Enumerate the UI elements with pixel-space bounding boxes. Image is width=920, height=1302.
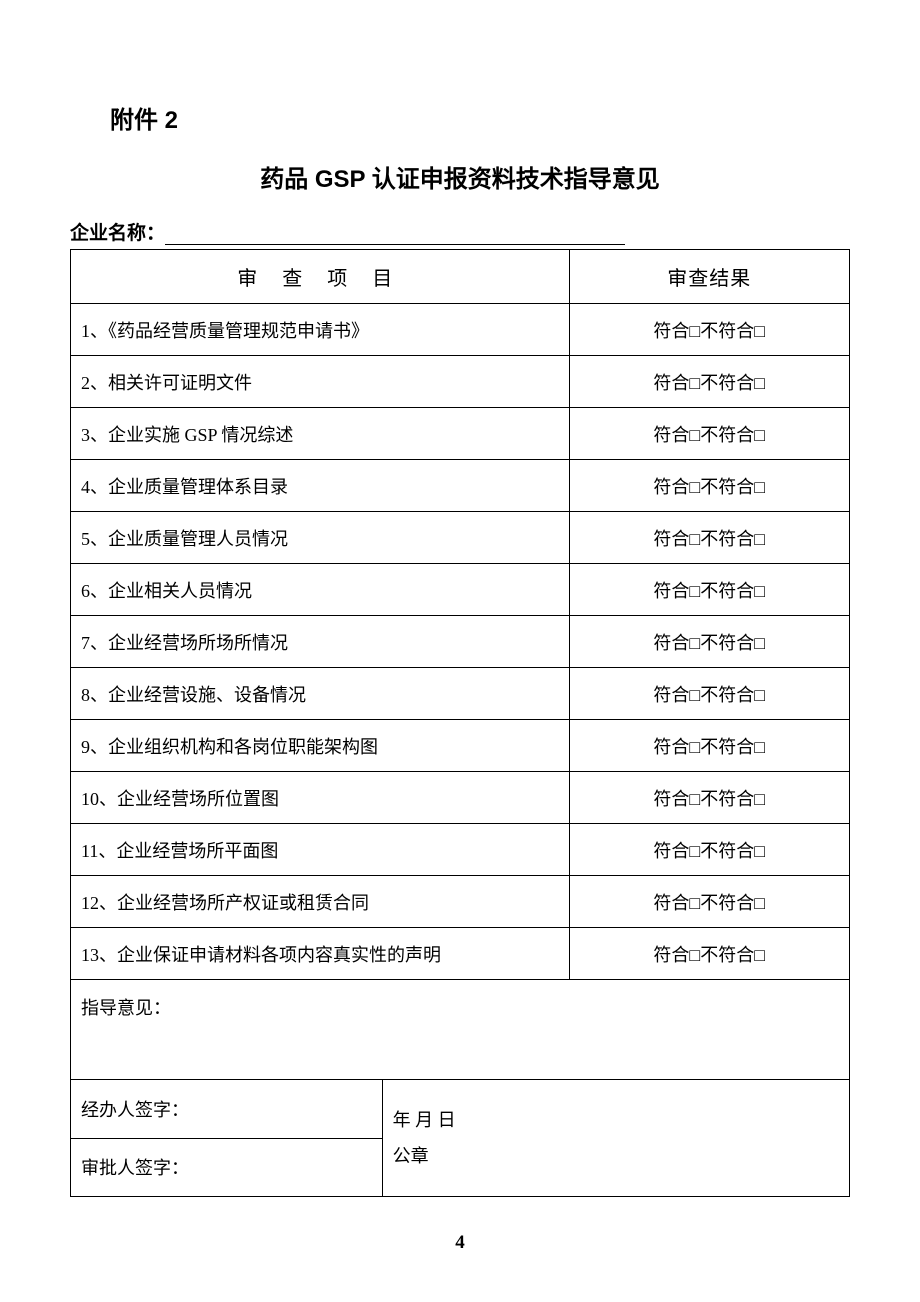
- checkbox-icon[interactable]: □: [689, 893, 700, 914]
- result-cell: 符合□不符合□: [569, 772, 849, 824]
- checkbox-icon[interactable]: □: [689, 841, 700, 862]
- checkbox-icon[interactable]: □: [754, 477, 765, 498]
- item-cell: 4、企业质量管理体系目录: [71, 460, 570, 512]
- item-cell: 11、企业经营场所平面图: [71, 824, 570, 876]
- result-cell: 符合□不符合□: [569, 824, 849, 876]
- checkbox-icon[interactable]: □: [689, 321, 700, 342]
- checkbox-icon[interactable]: □: [754, 529, 765, 550]
- date-seal-cell: 年 月 日 公章: [382, 1080, 849, 1196]
- result-cell: 符合□不符合□: [569, 876, 849, 928]
- item-cell: 7、企业经营场所场所情况: [71, 616, 570, 668]
- table-row: 5、企业质量管理人员情况 符合□不符合□: [71, 512, 850, 564]
- checkbox-icon[interactable]: □: [754, 893, 765, 914]
- checkbox-icon[interactable]: □: [689, 633, 700, 654]
- checkbox-icon[interactable]: □: [754, 841, 765, 862]
- result-cell: 符合□不符合□: [569, 720, 849, 772]
- item-cell: 5、企业质量管理人员情况: [71, 512, 570, 564]
- item-cell: 6、企业相关人员情况: [71, 564, 570, 616]
- checkbox-icon[interactable]: □: [689, 685, 700, 706]
- checkbox-icon[interactable]: □: [754, 945, 765, 966]
- item-cell: 2、相关许可证明文件: [71, 356, 570, 408]
- result-cell: 符合□不符合□: [569, 616, 849, 668]
- result-cell: 符合□不符合□: [569, 928, 849, 980]
- table-row: 12、企业经营场所产权证或租赁合同 符合□不符合□: [71, 876, 850, 928]
- checkbox-icon[interactable]: □: [689, 945, 700, 966]
- table-row: 3、企业实施 GSP 情况综述 符合□不符合□: [71, 408, 850, 460]
- item-cell: 12、企业经营场所产权证或租赁合同: [71, 876, 570, 928]
- table-row: 6、企业相关人员情况 符合□不符合□: [71, 564, 850, 616]
- table-row: 7、企业经营场所场所情况 符合□不符合□: [71, 616, 850, 668]
- checkbox-icon[interactable]: □: [754, 321, 765, 342]
- page-title: 药品 GSP 认证申报资料技术指导意见: [70, 159, 850, 194]
- checkbox-icon[interactable]: □: [754, 633, 765, 654]
- company-name-underline[interactable]: [165, 223, 625, 245]
- result-cell: 符合□不符合□: [569, 356, 849, 408]
- signer-row: 经办人签字： 年 月 日 公章: [71, 1080, 850, 1138]
- opinion-row: 指导意见：: [71, 980, 850, 1080]
- checkbox-icon[interactable]: □: [754, 789, 765, 810]
- checkbox-icon[interactable]: □: [689, 581, 700, 602]
- seal-label: 公章: [393, 1138, 849, 1174]
- checkbox-icon[interactable]: □: [689, 737, 700, 758]
- checkbox-icon[interactable]: □: [754, 581, 765, 602]
- header-item: 审 查 项 目: [71, 250, 570, 304]
- checkbox-icon[interactable]: □: [689, 373, 700, 394]
- page-number: 4: [0, 1232, 920, 1254]
- result-cell: 符合□不符合□: [569, 408, 849, 460]
- company-label: 企业名称：: [70, 223, 165, 244]
- table-row: 8、企业经营设施、设备情况 符合□不符合□: [71, 668, 850, 720]
- table-row: 2、相关许可证明文件 符合□不符合□: [71, 356, 850, 408]
- signature-table: 经办人签字： 年 月 日 公章 审批人签字：: [70, 1080, 850, 1197]
- checkbox-icon[interactable]: □: [689, 477, 700, 498]
- company-name-line: 企业名称：: [70, 218, 850, 245]
- item-cell: 8、企业经营设施、设备情况: [71, 668, 570, 720]
- item-cell: 1、《药品经营质量管理规范申请书》: [71, 304, 570, 356]
- table-row: 4、企业质量管理体系目录 符合□不符合□: [71, 460, 850, 512]
- item-cell: 10、企业经营场所位置图: [71, 772, 570, 824]
- item-cell: 9、企业组织机构和各岗位职能架构图: [71, 720, 570, 772]
- checkbox-icon[interactable]: □: [754, 425, 765, 446]
- item-cell: 13、企业保证申请材料各项内容真实性的声明: [71, 928, 570, 980]
- date-label: 年 月 日: [393, 1102, 849, 1138]
- result-cell: 符合□不符合□: [569, 512, 849, 564]
- result-cell: 符合□不符合□: [569, 304, 849, 356]
- table-row: 10、企业经营场所位置图 符合□不符合□: [71, 772, 850, 824]
- result-cell: 符合□不符合□: [569, 668, 849, 720]
- checkbox-icon[interactable]: □: [754, 685, 765, 706]
- attachment-label: 附件 2: [110, 100, 850, 135]
- checkbox-icon[interactable]: □: [754, 373, 765, 394]
- checkbox-icon[interactable]: □: [689, 789, 700, 810]
- review-table: 审 查 项 目 审查结果 1、《药品经营质量管理规范申请书》 符合□不符合□ 2…: [70, 249, 850, 1080]
- table-row: 9、企业组织机构和各岗位职能架构图 符合□不符合□: [71, 720, 850, 772]
- signer-cell[interactable]: 经办人签字：: [71, 1080, 383, 1138]
- item-cell: 3、企业实施 GSP 情况综述: [71, 408, 570, 460]
- checkbox-icon[interactable]: □: [754, 737, 765, 758]
- approver-cell[interactable]: 审批人签字：: [71, 1138, 383, 1196]
- result-cell: 符合□不符合□: [569, 564, 849, 616]
- table-row: 1、《药品经营质量管理规范申请书》 符合□不符合□: [71, 304, 850, 356]
- table-header-row: 审 查 项 目 审查结果: [71, 250, 850, 304]
- opinion-cell[interactable]: 指导意见：: [71, 980, 850, 1080]
- table-row: 11、企业经营场所平面图 符合□不符合□: [71, 824, 850, 876]
- table-row: 13、企业保证申请材料各项内容真实性的声明 符合□不符合□: [71, 928, 850, 980]
- checkbox-icon[interactable]: □: [689, 529, 700, 550]
- result-cell: 符合□不符合□: [569, 460, 849, 512]
- header-result: 审查结果: [569, 250, 849, 304]
- checkbox-icon[interactable]: □: [689, 425, 700, 446]
